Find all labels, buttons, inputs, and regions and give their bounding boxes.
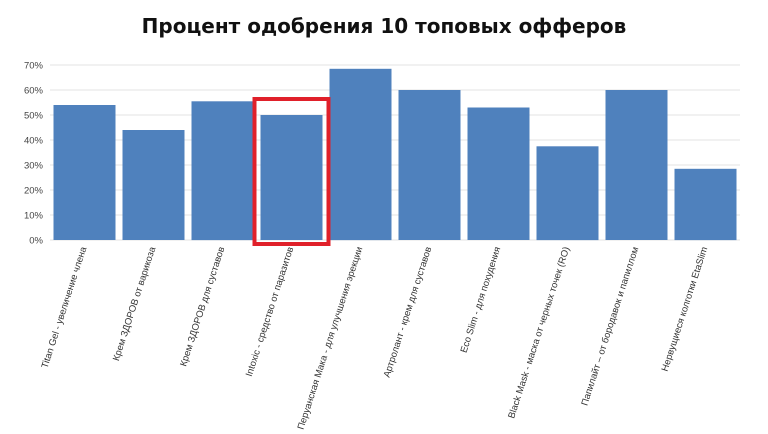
x-tick-label: Артролант - крем для суставов bbox=[382, 246, 435, 379]
y-axis: 0% 10% 20% 30% 40% 50% 60% 70% bbox=[24, 61, 44, 247]
bar bbox=[674, 168, 737, 241]
bars bbox=[53, 68, 737, 241]
x-tick-label: Нервущиеся колготки EtaSlim bbox=[660, 245, 711, 372]
y-tick-label: 0% bbox=[29, 236, 43, 247]
y-tick-label: 20% bbox=[24, 186, 44, 197]
y-tick-label: 30% bbox=[24, 161, 44, 172]
x-tick-label: Eco Slim - для похудения bbox=[459, 246, 504, 355]
bar bbox=[605, 90, 668, 240]
highlight-frame bbox=[252, 97, 331, 246]
y-tick-label: 10% bbox=[24, 211, 44, 222]
bar bbox=[122, 130, 185, 240]
highlight-box bbox=[252, 97, 331, 246]
x-tick-label: Titan Gel - увеличение члена bbox=[40, 245, 90, 370]
x-tick-label: Папилайт – от бородавок и папиллом bbox=[579, 246, 641, 408]
x-tick-label: Black Mask - маска от черных точек (RO) bbox=[506, 246, 572, 420]
x-tick-label: Крем ЗДОРОВ для суставов bbox=[178, 246, 227, 368]
x-tick-label: Перуанская Мака - для улучшения эрекции bbox=[296, 246, 366, 432]
bar bbox=[536, 146, 599, 241]
x-tick-label: Крем ЗДОРОВ от варикоза bbox=[111, 245, 159, 363]
bar bbox=[260, 115, 323, 240]
bar bbox=[191, 101, 254, 241]
x-tick-label: Intoxic - средство от паразитов bbox=[244, 246, 296, 378]
x-axis: Titan Gel - увеличение члена Крем ЗДОРОВ … bbox=[40, 245, 711, 431]
bar bbox=[53, 105, 116, 240]
bar bbox=[467, 107, 530, 240]
y-tick-label: 70% bbox=[24, 61, 44, 72]
bar bbox=[398, 90, 461, 240]
y-tick-label: 50% bbox=[24, 111, 44, 122]
y-tick-label: 40% bbox=[24, 136, 44, 147]
bar bbox=[329, 68, 392, 241]
chart-title: Процент одобрения 10 топовых офферов bbox=[141, 14, 627, 38]
y-tick-label: 60% bbox=[24, 86, 44, 97]
